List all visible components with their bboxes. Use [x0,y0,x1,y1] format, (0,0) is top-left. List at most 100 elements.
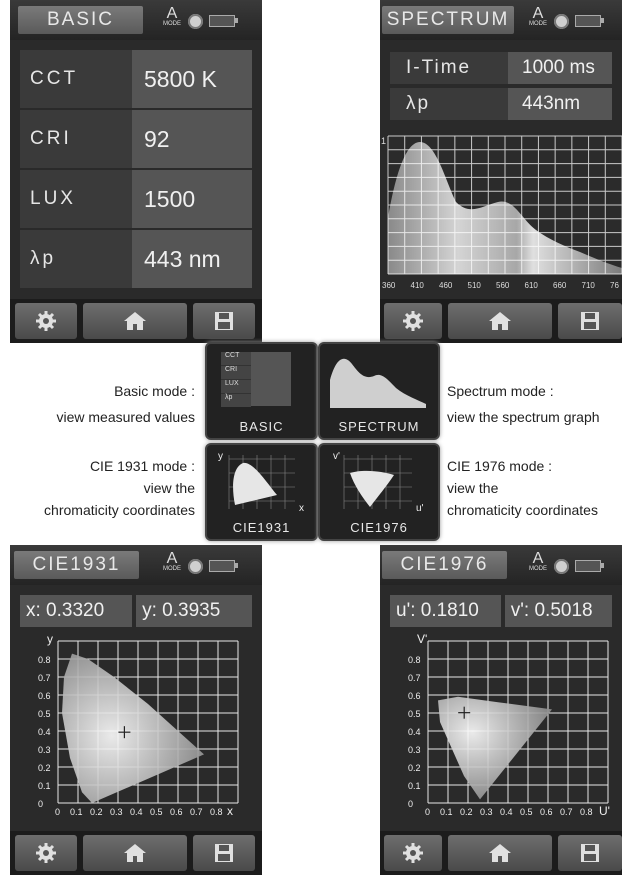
settings-button[interactable] [15,303,77,339]
status-indicators: A MODE [162,550,238,579]
sensor-icon [188,558,203,574]
cie1931-mode-icon[interactable]: y x CIE1931 [205,443,318,541]
cie1976-mode-icon[interactable]: v' u' CIE1976 [318,443,440,541]
mode-letter: A [166,550,178,567]
crosshair-marker [458,706,471,719]
peak-wavelength-label: λp [390,88,508,120]
spectrum-graph: 1 360 410 460 510 560 610 660 710 76 [381,135,622,290]
cct-row: CCT 5800 K [20,50,252,108]
x-tick-label: 0.1 [440,807,453,817]
screen-title: SPECTRUM [382,6,514,34]
x-tick-label: 660 [553,281,567,290]
y-tick-label: 0 [38,799,43,809]
button-bar [10,831,262,875]
home-icon [489,312,511,330]
coordinate-readout: u': 0.1810 v': 0.5018 [390,595,612,627]
spectrum-mode-icon[interactable]: SPECTRUM [318,342,440,440]
mode-letter: A [166,5,178,22]
x-tick-label: 0.2 [460,807,473,817]
settings-button[interactable] [384,835,442,871]
mini-axis-y: y [218,451,223,462]
x-tick-label: 0.5 [150,807,163,817]
mode-sub: MODE [529,566,547,572]
x-tick-label: 0.8 [210,807,223,817]
y-tick-label: 0.4 [38,727,51,737]
basic-mode-label: BASIC [239,419,284,434]
home-button[interactable] [83,303,187,339]
crosshair-marker [118,726,131,739]
x-tick-label: 0 [55,807,60,817]
y-tick-label: 0.8 [38,655,51,665]
x-tick-label: 0.6 [540,807,553,817]
peak-wavelength-label: λp [20,230,132,288]
home-icon [489,844,511,862]
v-coordinate: v': 0.5018 [504,595,612,627]
cie1976-mode-body2: chromaticity coordinates [447,502,598,518]
gear-icon [36,311,56,331]
lux-value: 1500 [132,170,252,228]
title-bar: CIE1931 A MODE [10,545,262,585]
x-tick-label: 0.4 [130,807,143,817]
home-icon [124,844,146,862]
cie1931-mode-body1: view the [143,480,195,496]
save-button[interactable] [193,835,255,871]
mini-axis-x: x [299,503,304,514]
x-coordinate: x: 0.3320 [20,595,133,627]
x-tick-label: 76 [610,281,619,290]
mini-table: CCT CRI LUX λp [221,352,291,407]
y-tick-label: 0.3 [408,745,421,755]
save-button[interactable] [193,303,255,339]
spectrum-mode-label: SPECTRUM [338,419,420,434]
y-axis-label: V' [417,633,427,646]
battery-icon [575,560,604,572]
x-tick-label: 610 [525,281,539,290]
basic-mode-icon[interactable]: CCT CRI LUX λp BASIC [205,342,318,440]
integration-time-row: I-Time 1000 ms [390,52,612,84]
save-button[interactable] [558,303,622,339]
home-button[interactable] [448,303,552,339]
y-tick-label: 0.4 [408,727,421,737]
screen-title: CIE1976 [382,551,507,579]
status-indicators: A MODE [528,5,604,34]
x-tick-label: 0.6 [170,807,183,817]
status-indicators: A MODE [162,5,238,34]
cie1976-mode-title: CIE 1976 mode : [447,458,553,474]
battery-icon [575,15,604,27]
x-tick-label: 360 [382,281,396,290]
axis-ticks: 0.8 0.7 0.6 0.5 0.4 0.3 0.2 0.1 0 0 0.1 0.2 0.3 0.4 0.… [408,655,593,817]
y-tick-label: 0.6 [38,691,51,701]
settings-button[interactable] [15,835,77,871]
gear-icon [403,311,423,331]
x-tick-label: 0.8 [580,807,593,817]
home-button[interactable] [83,835,187,871]
x-tick-label: 0.2 [90,807,103,817]
mini-cie1976: v' u' [333,451,424,514]
x-tick-label: 0.5 [520,807,533,817]
x-tick-label: 0.4 [500,807,513,817]
home-button[interactable] [448,835,552,871]
cie1976-mode-description: CIE 1976 mode : view the chromaticity co… [447,455,598,521]
mode-letter: A [532,5,544,22]
button-bar [10,299,262,343]
mode-sub: MODE [529,21,547,27]
mini-row: CRI [221,366,251,380]
save-button[interactable] [558,835,622,871]
settings-button[interactable] [384,303,442,339]
title-bar: CIE1976 A MODE [380,545,622,585]
sensor-icon [554,558,569,574]
x-tick-label: 0.7 [190,807,203,817]
battery-icon [209,560,238,572]
y-tick-label: 0.6 [408,691,421,701]
x-tick-label: 710 [582,281,596,290]
x-tick-label: 0.1 [70,807,83,817]
cie1931-mode-description: CIE 1931 mode : view the chromaticity co… [44,455,195,521]
y-axis-label: y [47,633,53,646]
coordinate-readout: x: 0.3320 y: 0.3935 [20,595,252,627]
x-tick-label: 510 [468,281,482,290]
sensor-icon [554,13,569,29]
peak-wavelength-value: 443 nm [132,230,252,288]
basic-mode-body: view measured values [56,409,195,425]
cie1931-mode-title: CIE 1931 mode : [89,458,195,474]
integration-time-value: 1000 ms [508,52,612,84]
x-tick-label: 0.3 [480,807,493,817]
